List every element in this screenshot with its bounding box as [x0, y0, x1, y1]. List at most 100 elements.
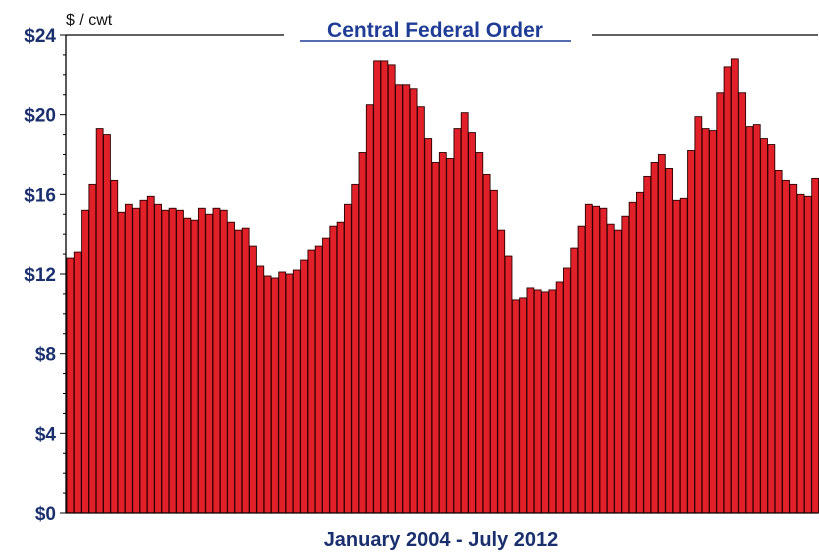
y-tick-label: $8: [35, 345, 56, 366]
bar: [409, 88, 418, 514]
bar: [453, 128, 462, 514]
bar: [497, 229, 506, 514]
bar: [723, 66, 732, 514]
bar: [190, 219, 199, 514]
bar: [256, 265, 265, 514]
bar: [424, 138, 433, 514]
bar: [811, 177, 819, 514]
bar: [446, 158, 454, 514]
bar: [672, 199, 681, 514]
bar-series: [66, 58, 819, 514]
bar: [621, 215, 630, 514]
bar: [132, 207, 141, 514]
bar: [322, 237, 330, 514]
bar: [278, 271, 287, 514]
bar: [606, 223, 615, 514]
bar: [212, 207, 221, 514]
bar: [701, 128, 710, 514]
bar: [679, 197, 688, 514]
bar: [103, 134, 111, 514]
bar: [146, 195, 155, 514]
y-axis-tick-labels: $0 $4 $8 $12 $16 $20 $24: [24, 26, 56, 525]
bar: [475, 152, 484, 514]
bar: [110, 179, 119, 514]
bar: [468, 132, 476, 514]
bar: [81, 209, 89, 514]
bar: [599, 207, 608, 514]
bar: [628, 201, 637, 514]
bar: [139, 199, 148, 514]
bar: [774, 169, 783, 514]
bar: [387, 64, 396, 514]
bar: [314, 245, 323, 514]
bar: [665, 167, 674, 514]
bar: [431, 162, 440, 514]
bar: [760, 138, 768, 514]
bar: [738, 92, 747, 514]
bar: [300, 259, 308, 514]
bar: [504, 255, 513, 514]
bar: [205, 213, 214, 514]
x-axis-label: January 2004 - July 2012: [324, 529, 559, 551]
y-tick-label: $0: [35, 504, 56, 525]
bar: [161, 209, 170, 514]
bar: [782, 179, 790, 514]
bar: [767, 144, 776, 514]
bar: [614, 229, 622, 514]
chart-title: Central Federal Order: [327, 19, 543, 42]
bar: [365, 104, 374, 514]
bar: [490, 189, 498, 514]
bar: [336, 221, 345, 514]
bar: [124, 203, 133, 514]
bar: [533, 289, 542, 514]
bar: [563, 267, 571, 514]
bar: [657, 154, 666, 514]
bar: [752, 124, 761, 514]
bar: [584, 203, 593, 514]
bar: [241, 227, 250, 514]
bar: [650, 162, 659, 514]
bar: [351, 183, 360, 514]
bar: [511, 299, 520, 514]
bar: [270, 277, 279, 514]
bar: [796, 193, 805, 514]
bar: [66, 257, 75, 514]
bar: [687, 150, 695, 514]
bar: [168, 207, 177, 514]
bar: [292, 269, 301, 514]
bar: [73, 251, 82, 514]
bar: [548, 289, 557, 514]
bar: [227, 221, 235, 514]
y-tick-label: $24: [24, 26, 56, 47]
y-tick-label: $12: [24, 265, 56, 286]
bar: [592, 205, 601, 514]
bar: [709, 130, 717, 514]
bar: [526, 287, 535, 514]
y-tick-label: $20: [24, 106, 56, 127]
bar: [117, 211, 126, 514]
bar: [745, 126, 754, 514]
bar: [263, 275, 272, 514]
bar: [555, 281, 564, 514]
bar: [358, 152, 367, 514]
bar: [285, 273, 294, 514]
bar: [460, 112, 469, 514]
bar: [395, 84, 403, 514]
bar: [643, 175, 652, 514]
bar: [183, 217, 192, 514]
bar: [219, 209, 228, 514]
bar: [402, 84, 411, 514]
y-tick-label: $16: [24, 185, 56, 206]
bar: [541, 291, 549, 514]
bar: [154, 203, 162, 514]
bar: [249, 245, 257, 514]
bar: [803, 195, 812, 514]
bar: [730, 58, 739, 514]
bar: [417, 106, 425, 514]
bar: [343, 203, 352, 514]
bar: [176, 209, 184, 514]
y-axis-unit-label: $ / cwt: [66, 12, 113, 29]
bar: [234, 229, 243, 514]
bar: [789, 183, 798, 514]
